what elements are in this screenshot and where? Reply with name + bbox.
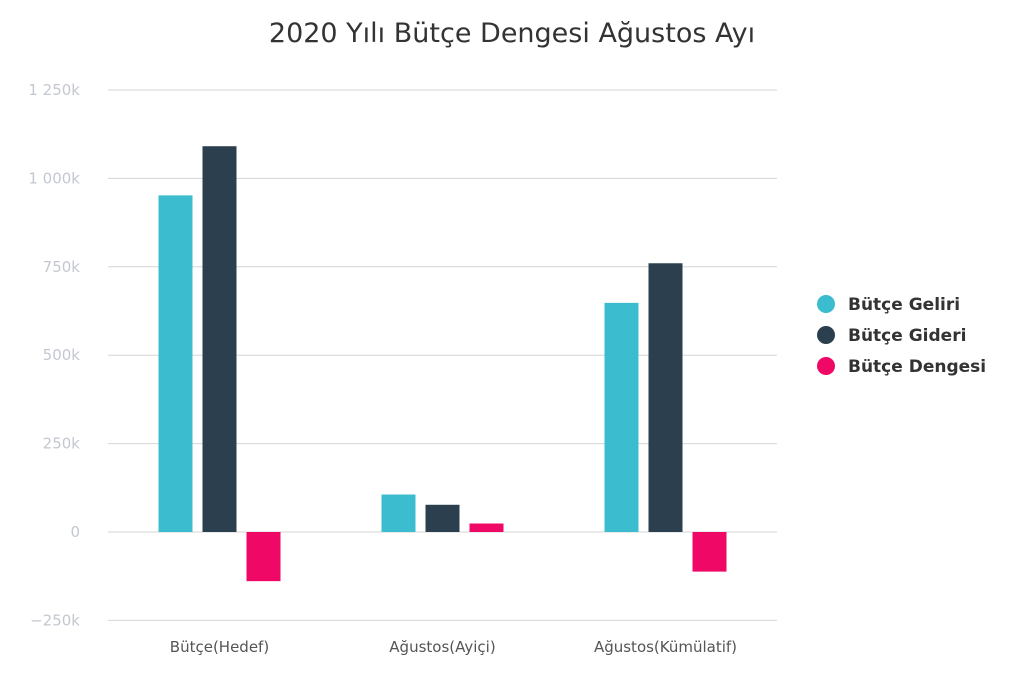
legend-label: Bütçe Gideri bbox=[848, 326, 966, 346]
y-axis-ticks: −250k 0 250k 500k 750k 1 000k 1 250k bbox=[28, 81, 80, 629]
y-tick-label: 0 bbox=[70, 523, 80, 541]
bar-bütçe-geliri[interactable] bbox=[604, 302, 639, 532]
y-tick-label: 1 000k bbox=[28, 169, 80, 187]
y-tick-label: 750k bbox=[43, 258, 81, 276]
bar-bütçe-gideri[interactable] bbox=[648, 263, 683, 532]
bar-bütçe-gideri[interactable] bbox=[425, 504, 460, 532]
bar-bütçe-dengesi[interactable] bbox=[246, 532, 281, 582]
legend-item[interactable]: Bütçe Dengesi bbox=[817, 357, 986, 377]
legend-marker-icon bbox=[817, 326, 835, 344]
bar-bütçe-dengesi[interactable] bbox=[692, 532, 727, 572]
x-axis-ticks: Bütçe(Hedef) Ağustos(Ayiçi) Ağustos(Kümüla… bbox=[170, 638, 737, 656]
x-tick-label: Ağustos(Kümülatif) bbox=[594, 638, 737, 656]
legend-label: Bütçe Dengesi bbox=[848, 357, 986, 377]
y-tick-label: 500k bbox=[43, 346, 81, 364]
x-tick-label: Ağustos(Ayiçi) bbox=[389, 638, 495, 656]
legend-item[interactable]: Bütçe Geliri bbox=[817, 295, 960, 315]
bars bbox=[158, 146, 727, 582]
x-tick-label: Bütçe(Hedef) bbox=[170, 638, 269, 656]
bar-bütçe-gideri[interactable] bbox=[202, 146, 237, 532]
bar-bütçe-geliri[interactable] bbox=[381, 494, 416, 532]
legend-marker-icon bbox=[817, 295, 835, 313]
bar-bütçe-dengesi[interactable] bbox=[469, 523, 504, 532]
chart-title: 2020 Yılı Bütçe Dengesi Ağustos Ayı bbox=[269, 18, 755, 49]
y-tick-label: 1 250k bbox=[28, 81, 80, 99]
legend-label: Bütçe Geliri bbox=[848, 295, 960, 315]
y-tick-label: −250k bbox=[30, 611, 80, 629]
legend[interactable]: Bütçe Geliri Bütçe Gideri Bütçe Dengesi bbox=[817, 295, 986, 377]
legend-marker-icon bbox=[817, 357, 835, 375]
bar-bütçe-geliri[interactable] bbox=[158, 195, 193, 532]
legend-item[interactable]: Bütçe Gideri bbox=[817, 326, 966, 346]
y-tick-label: 250k bbox=[43, 435, 81, 453]
